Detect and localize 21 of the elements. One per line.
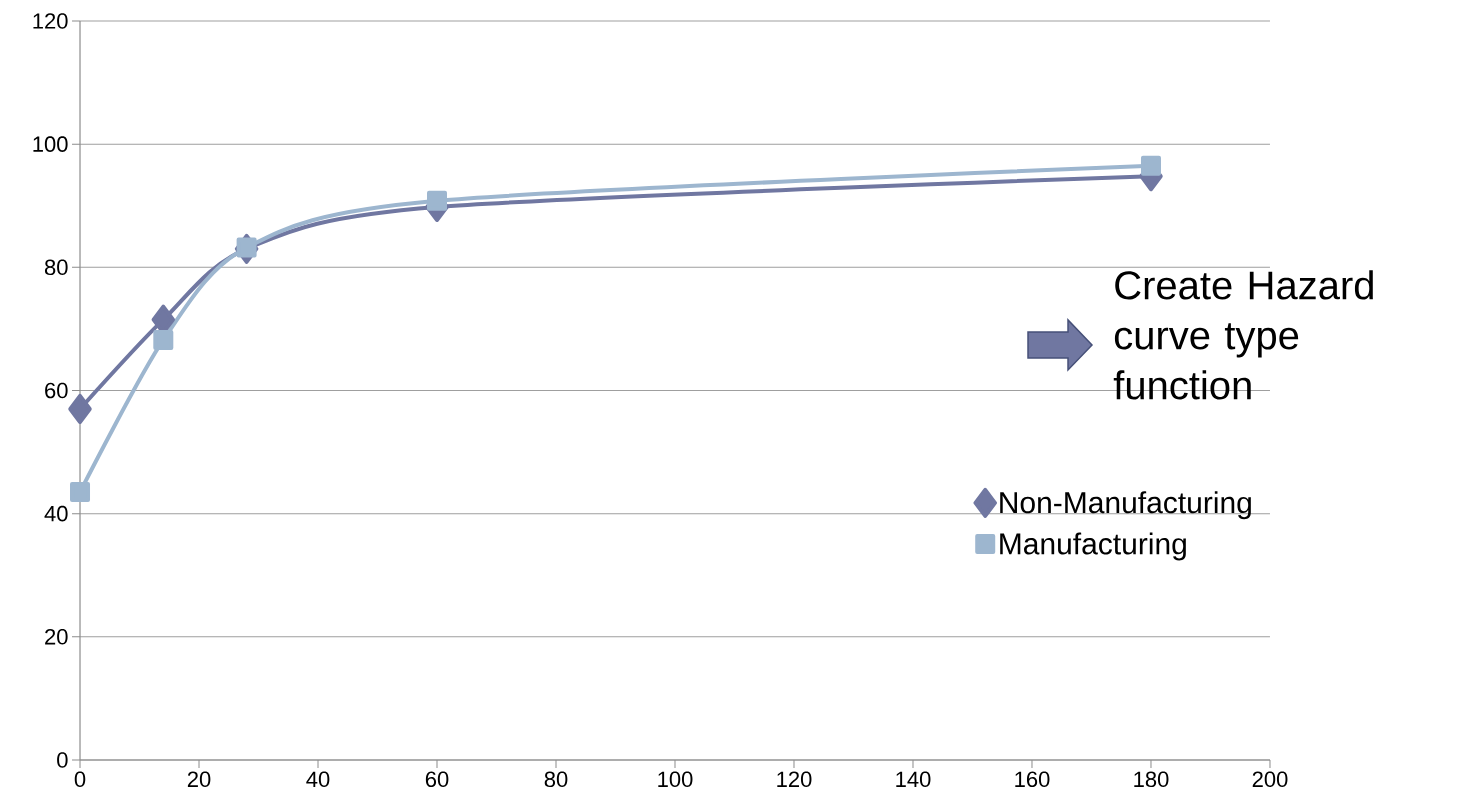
x-tick-label: 140 [896, 771, 931, 788]
y-tick-label: 0 [57, 752, 68, 768]
x-tick-label: 80 [544, 771, 568, 788]
y-tick-label: 20 [45, 629, 68, 645]
x-tick-label: 180 [1134, 771, 1169, 788]
x-tick-label: 0 [74, 771, 86, 788]
y-tick-label: 80 [44, 259, 68, 276]
legend-label: Manufacturing [1000, 532, 1186, 561]
x-tick-label: 40 [306, 771, 330, 788]
legend-label: Non-Manufacturing [1000, 491, 1251, 520]
x-tick-label: 60 [425, 771, 449, 788]
y-tick-label: 60 [45, 382, 68, 399]
y-tick-label: 40 [44, 505, 68, 522]
x-tick-label: 20 [187, 771, 211, 788]
x-tick-label: 200 [1252, 771, 1288, 788]
x-tick-label: 100 [658, 771, 693, 788]
x-tick-label: 160 [1015, 771, 1050, 788]
annotation: Create Hazard curve type function [1113, 270, 1373, 400]
y-tick-label: 120 [33, 13, 68, 29]
y-tick-label: 100 [33, 136, 68, 152]
x-tick-label: 120 [777, 771, 812, 788]
